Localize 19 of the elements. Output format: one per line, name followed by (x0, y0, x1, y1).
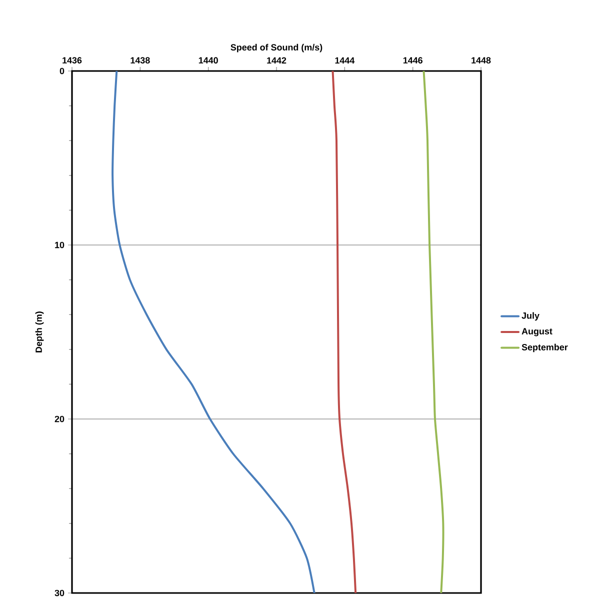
y-axis-title: Depth (m) (35, 312, 44, 352)
y-tick-label: 20 (54, 416, 64, 422)
y-tick-label: 10 (55, 242, 64, 248)
x-tick-label: 1438 (130, 57, 150, 64)
line-series (332, 71, 357, 594)
x-tick-label: 1444 (335, 57, 355, 64)
x-tick-label: 1442 (267, 57, 286, 64)
x-tick-label: 1446 (403, 57, 422, 64)
x-tick-label: 1436 (62, 57, 82, 64)
y-tick-label: 30 (54, 590, 64, 596)
legend-label: August (522, 328, 552, 336)
line-series (422, 71, 444, 594)
legend-label: September (522, 344, 568, 352)
line-series (112, 71, 316, 594)
x-axis-title: Speed of Sound (m/s) (230, 44, 322, 52)
x-tick-label: 1448 (472, 57, 491, 64)
legend-label: July (522, 312, 540, 321)
x-tick-label: 1440 (198, 57, 218, 64)
y-tick-label: 0 (60, 68, 64, 74)
